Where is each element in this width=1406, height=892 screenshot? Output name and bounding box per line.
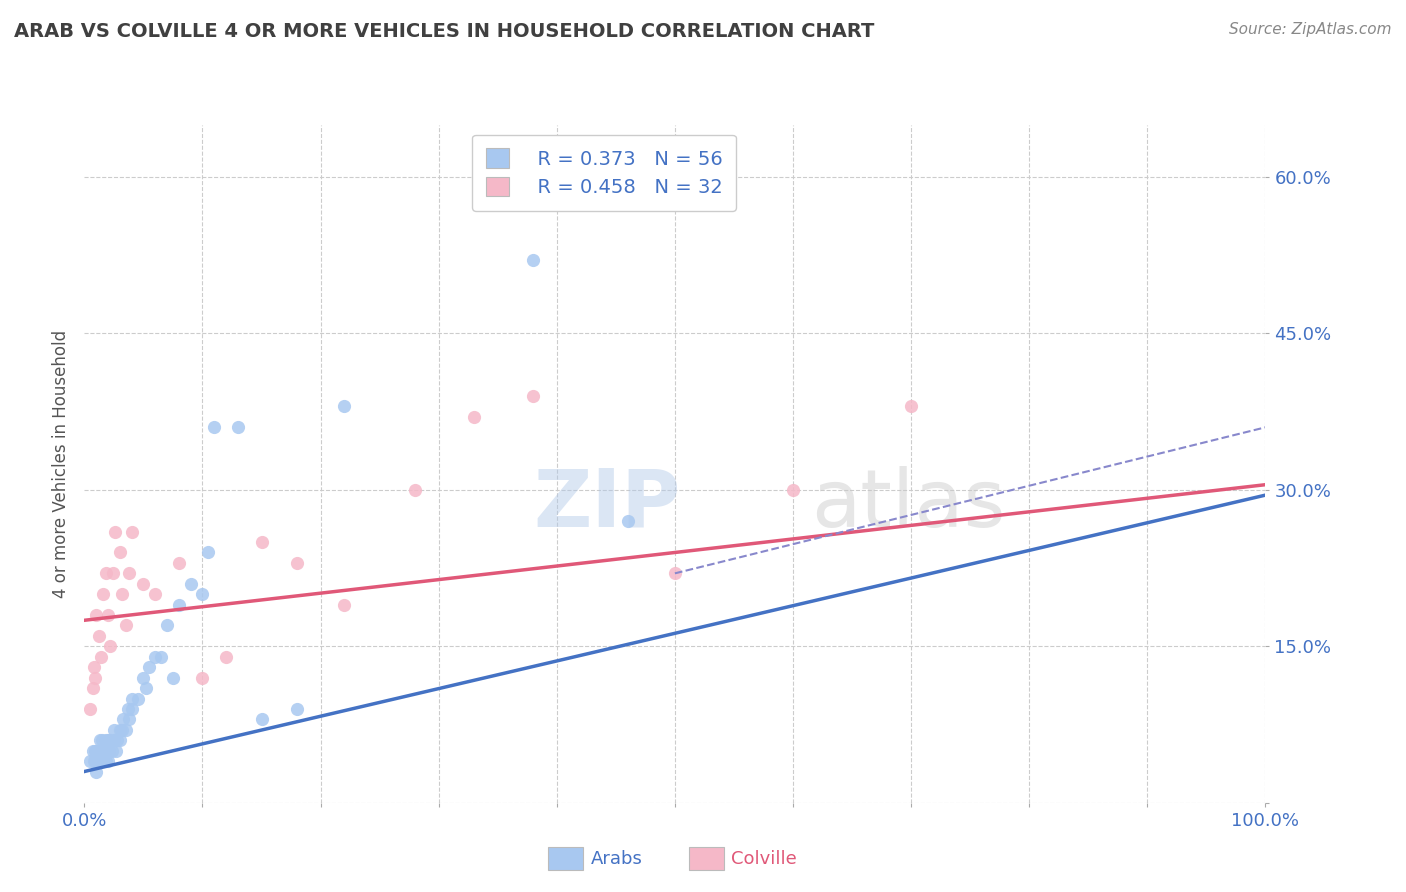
Point bbox=[100, 744, 122, 758]
Point bbox=[333, 598, 356, 612]
Point bbox=[108, 723, 131, 737]
Point bbox=[202, 420, 225, 434]
Point bbox=[103, 733, 125, 747]
Point bbox=[900, 400, 922, 414]
Legend:   R = 0.373   N = 56,   R = 0.458   N = 32: R = 0.373 N = 56, R = 0.458 N = 32 bbox=[472, 135, 735, 211]
Point bbox=[118, 712, 141, 726]
Point bbox=[107, 733, 129, 747]
Point bbox=[97, 744, 120, 758]
Text: Arabs: Arabs bbox=[591, 850, 643, 868]
Point bbox=[616, 514, 638, 528]
Point bbox=[180, 576, 202, 591]
Point bbox=[87, 754, 110, 768]
Point bbox=[79, 702, 101, 716]
Point bbox=[162, 671, 184, 685]
Point bbox=[156, 618, 179, 632]
Point bbox=[104, 524, 127, 539]
Point bbox=[463, 409, 485, 424]
Point bbox=[79, 754, 101, 768]
Point bbox=[522, 253, 544, 268]
Point bbox=[94, 733, 117, 747]
Point bbox=[132, 671, 155, 685]
Point bbox=[84, 744, 107, 758]
Point bbox=[83, 754, 105, 768]
Point bbox=[143, 649, 166, 664]
Point bbox=[121, 702, 143, 716]
Point bbox=[150, 649, 173, 664]
Point bbox=[82, 744, 104, 758]
Point bbox=[285, 556, 308, 570]
Point bbox=[522, 389, 544, 403]
Text: atlas: atlas bbox=[811, 466, 1005, 543]
Point bbox=[87, 629, 110, 643]
Point bbox=[89, 733, 111, 747]
Point bbox=[97, 733, 120, 747]
Point bbox=[90, 754, 112, 768]
Point bbox=[98, 640, 121, 654]
Point bbox=[250, 535, 273, 549]
Point bbox=[111, 723, 134, 737]
Point bbox=[117, 702, 139, 716]
Point bbox=[83, 660, 105, 674]
Point bbox=[404, 483, 426, 497]
Point bbox=[84, 744, 107, 758]
Point bbox=[135, 681, 157, 695]
Point bbox=[138, 660, 160, 674]
Point bbox=[84, 608, 107, 623]
Point bbox=[333, 400, 356, 414]
Point bbox=[167, 556, 190, 570]
Point bbox=[97, 754, 120, 768]
Point bbox=[132, 576, 155, 591]
Point bbox=[101, 566, 124, 581]
Point bbox=[664, 566, 686, 581]
Point bbox=[114, 723, 136, 737]
Point bbox=[103, 723, 125, 737]
Point bbox=[94, 566, 117, 581]
Point bbox=[167, 598, 190, 612]
Point bbox=[84, 764, 107, 779]
Point bbox=[782, 483, 804, 497]
Point bbox=[285, 702, 308, 716]
Point bbox=[118, 566, 141, 581]
Point bbox=[191, 587, 214, 601]
Text: ZIP: ZIP bbox=[533, 466, 681, 543]
Point bbox=[114, 618, 136, 632]
Point bbox=[121, 524, 143, 539]
Point bbox=[97, 608, 120, 623]
Text: Source: ZipAtlas.com: Source: ZipAtlas.com bbox=[1229, 22, 1392, 37]
Point bbox=[84, 671, 107, 685]
Point bbox=[191, 671, 214, 685]
Point bbox=[91, 744, 114, 758]
Point bbox=[226, 420, 249, 434]
Point bbox=[89, 744, 111, 758]
Point bbox=[91, 587, 114, 601]
Point bbox=[121, 691, 143, 706]
Point bbox=[127, 691, 149, 706]
Y-axis label: 4 or more Vehicles in Household: 4 or more Vehicles in Household bbox=[52, 330, 70, 598]
Point bbox=[91, 754, 114, 768]
Point bbox=[111, 587, 134, 601]
Text: ARAB VS COLVILLE 4 OR MORE VEHICLES IN HOUSEHOLD CORRELATION CHART: ARAB VS COLVILLE 4 OR MORE VEHICLES IN H… bbox=[14, 22, 875, 41]
Point bbox=[96, 744, 118, 758]
Point bbox=[112, 712, 135, 726]
Point bbox=[143, 587, 166, 601]
Point bbox=[98, 733, 121, 747]
Point bbox=[94, 754, 117, 768]
Point bbox=[250, 712, 273, 726]
Point bbox=[197, 545, 219, 559]
Text: Colville: Colville bbox=[731, 850, 797, 868]
Point bbox=[91, 733, 114, 747]
Point bbox=[93, 744, 115, 758]
Point bbox=[82, 681, 104, 695]
Point bbox=[108, 545, 131, 559]
Point bbox=[215, 649, 238, 664]
Point bbox=[84, 754, 107, 768]
Point bbox=[90, 649, 112, 664]
Point bbox=[98, 744, 121, 758]
Point bbox=[105, 744, 128, 758]
Point bbox=[108, 733, 131, 747]
